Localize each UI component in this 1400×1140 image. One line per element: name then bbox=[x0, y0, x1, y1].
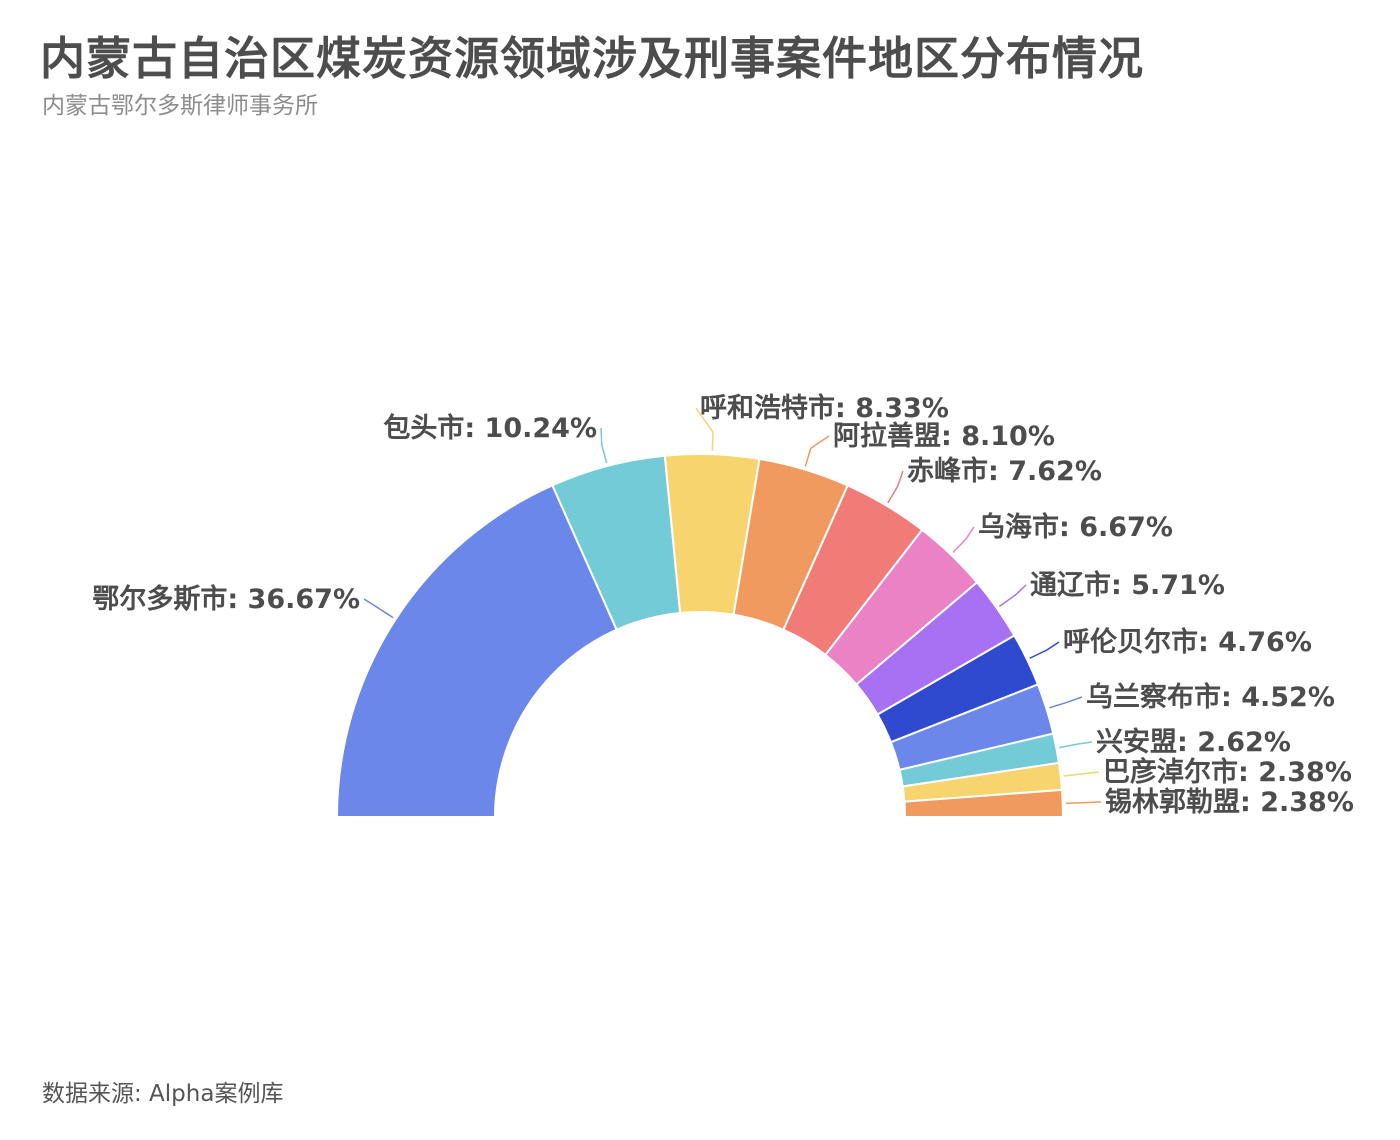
slice-label-2: 包头市: 10.24% bbox=[383, 412, 597, 444]
slice-label-1: 鄂尔多斯市: 36.67% bbox=[92, 583, 360, 615]
slice-label-6: 乌海市: 6.67% bbox=[978, 511, 1173, 543]
leader-line-4 bbox=[804, 435, 830, 467]
leader-line-5 bbox=[887, 470, 904, 504]
leader-line-10 bbox=[1059, 741, 1093, 749]
leader-line-7 bbox=[998, 584, 1027, 608]
leader-line-6 bbox=[952, 526, 975, 554]
leader-line-1 bbox=[363, 598, 394, 619]
chart-title: 内蒙古自治区煤炭资源领域涉及刑事案件地区分布情况 bbox=[40, 32, 1145, 85]
slice-12[interactable] bbox=[903, 788, 1065, 818]
slice-label-9: 乌兰察布市: 4.52% bbox=[1086, 681, 1335, 713]
leader-line-3 bbox=[695, 407, 714, 452]
slice-label-8: 呼伦贝尔市: 4.76% bbox=[1063, 626, 1312, 658]
slice-label-3: 呼和浩特市: 8.33% bbox=[700, 392, 949, 424]
leader-line-12 bbox=[1065, 801, 1102, 805]
slice-label-5: 赤峰市: 7.62% bbox=[907, 455, 1102, 487]
leader-line-11 bbox=[1063, 771, 1100, 777]
slice-label-4: 阿拉善盟: 8.10% bbox=[833, 420, 1055, 452]
leader-line-8 bbox=[1029, 641, 1060, 659]
leader-line-9 bbox=[1049, 696, 1083, 709]
leader-line-2 bbox=[600, 427, 608, 464]
slice-label-10: 兴安盟: 2.62% bbox=[1096, 727, 1291, 758]
slice-label-12: 锡林郭勒盟: 2.38% bbox=[1105, 787, 1354, 818]
chart-subtitle: 内蒙古鄂尔多斯律师事务所 bbox=[42, 93, 318, 119]
slice-label-11: 巴彦淖尔市: 2.38% bbox=[1103, 756, 1352, 788]
data-source-note: 数据来源: Alpha案例库 bbox=[42, 1081, 284, 1107]
slice-label-7: 通辽市: 5.71% bbox=[1030, 569, 1225, 601]
slice-1[interactable] bbox=[335, 484, 618, 818]
